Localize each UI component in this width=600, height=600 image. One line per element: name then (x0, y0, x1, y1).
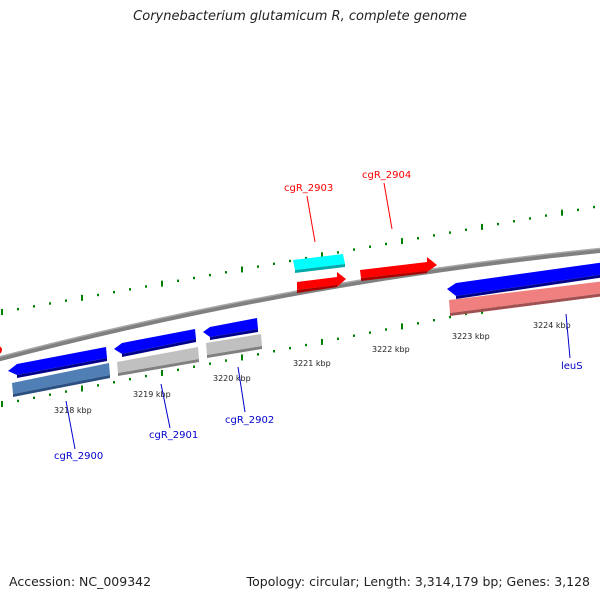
gene-label-cgR_2904[interactable]: cgR_2904 (362, 170, 411, 181)
minor-tick-mark (337, 337, 339, 341)
minor-tick-mark (273, 262, 275, 265)
major-tick-mark (1, 401, 3, 407)
kbp-tick-label: 3219 kbp (133, 390, 171, 399)
minor-tick-mark (337, 251, 339, 254)
reverse-gene-cgR_2900[interactable] (8, 347, 110, 397)
map-title: Corynebacterium glutamicum R, complete g… (133, 9, 467, 24)
kbp-tick-label: 3220 kbp (213, 374, 251, 383)
major-tick-mark (321, 338, 323, 345)
forward-gene-cgR_2903[interactable] (293, 254, 346, 293)
minor-tick-mark (385, 242, 387, 246)
minor-tick-mark (145, 374, 147, 378)
minor-tick-mark (113, 290, 115, 294)
minor-tick-mark (257, 265, 259, 268)
minor-tick-mark (465, 312, 467, 316)
major-tick-mark (161, 280, 163, 287)
minor-tick-mark (177, 368, 179, 372)
minor-tick-mark (353, 248, 355, 251)
accession-label: Accession: NC_009342 (9, 574, 152, 589)
minor-tick-mark (545, 214, 547, 217)
minor-tick-mark (257, 353, 259, 356)
minor-tick-mark (385, 328, 387, 331)
gene-labels: cgR_2903 cgR_2904 cgR_2900 cgR_2901 cgR_… (54, 170, 583, 462)
minor-tick-mark (289, 346, 291, 350)
minor-tick-mark (433, 319, 435, 322)
minor-tick-mark (353, 334, 355, 337)
genome-summary: Topology: circular; Length: 3,314,179 bp… (246, 574, 590, 589)
minor-tick-mark (209, 273, 211, 277)
reverse-gene-leuS[interactable] (447, 262, 600, 316)
minor-tick-mark (433, 234, 435, 237)
offscreen-gene-marker (0, 346, 2, 354)
major-tick-mark (1, 309, 3, 315)
minor-tick-mark (305, 256, 307, 260)
kbp-axis-labels: 3218 kbp 3219 kbp 3220 kbp 3221 kbp 3222… (54, 321, 571, 415)
minor-tick-mark (449, 315, 451, 319)
minor-tick-mark (49, 302, 51, 305)
minor-tick-mark (225, 271, 227, 274)
major-tick-mark (401, 238, 403, 245)
major-tick-mark (321, 252, 323, 259)
minor-tick-mark (145, 285, 147, 288)
outer-tick-ring (1, 205, 595, 315)
label-leader-lines (65, 182, 571, 450)
minor-tick-mark (225, 359, 227, 362)
minor-tick-mark (305, 343, 307, 347)
minor-tick-mark (49, 393, 51, 396)
minor-tick-mark (497, 222, 499, 226)
minor-tick-mark (529, 217, 531, 220)
minor-tick-mark (65, 299, 67, 302)
forward-gene-cgR_2904[interactable] (360, 257, 437, 281)
minor-tick-mark (129, 377, 131, 381)
major-tick-mark (561, 209, 563, 216)
minor-tick-mark (417, 322, 419, 325)
gene-label-cgR_2900[interactable]: cgR_2900 (54, 451, 103, 462)
minor-tick-mark (577, 208, 579, 212)
major-tick-mark (241, 266, 243, 273)
major-tick-mark (401, 323, 403, 330)
minor-tick-mark (65, 390, 67, 393)
kbp-tick-label: 3221 kbp (293, 359, 331, 368)
minor-tick-mark (593, 205, 595, 209)
kbp-tick-label: 3224 kbp (533, 321, 571, 330)
minor-tick-mark (97, 293, 99, 297)
minor-tick-mark (113, 381, 115, 384)
minor-tick-mark (465, 228, 467, 231)
gene-label-cgR_2903[interactable]: cgR_2903 (284, 183, 333, 194)
kbp-tick-label: 3222 kbp (372, 345, 410, 354)
minor-tick-mark (17, 399, 19, 403)
major-tick-mark (161, 369, 163, 376)
minor-tick-mark (273, 350, 275, 353)
major-tick-mark (81, 385, 83, 392)
minor-tick-mark (369, 331, 371, 334)
minor-tick-mark (97, 384, 99, 387)
minor-tick-mark (193, 365, 195, 368)
gene-label-cgR_2901[interactable]: cgR_2901 (149, 430, 198, 441)
kbp-tick-label: 3218 kbp (54, 406, 92, 415)
minor-tick-mark (513, 220, 515, 223)
minor-tick-mark (33, 305, 35, 308)
minor-tick-mark (193, 276, 195, 280)
gene-label-cgR_2902[interactable]: cgR_2902 (225, 415, 274, 426)
major-tick-mark (81, 294, 83, 301)
minor-tick-mark (369, 245, 371, 248)
minor-tick-mark (17, 307, 19, 311)
kbp-tick-label: 3223 kbp (452, 332, 490, 341)
minor-tick-mark (417, 237, 419, 240)
reverse-gene-cgR_2901[interactable] (114, 329, 199, 376)
reverse-gene-cgR_2902[interactable] (203, 318, 262, 358)
major-tick-mark (481, 223, 483, 230)
minor-tick-mark (33, 396, 35, 399)
minor-tick-mark (449, 231, 451, 234)
minor-tick-mark (289, 259, 291, 263)
minor-tick-mark (129, 288, 131, 291)
minor-tick-mark (177, 279, 179, 283)
minor-tick-mark (209, 362, 211, 365)
major-tick-mark (241, 354, 243, 361)
gene-label-leuS[interactable]: leuS (561, 361, 583, 372)
